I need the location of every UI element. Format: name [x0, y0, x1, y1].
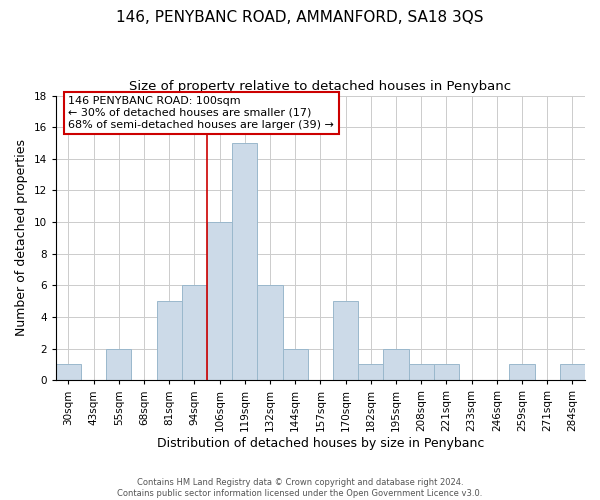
Title: Size of property relative to detached houses in Penybanc: Size of property relative to detached ho…: [130, 80, 511, 93]
Y-axis label: Number of detached properties: Number of detached properties: [15, 140, 28, 336]
Bar: [434, 364, 459, 380]
Text: Contains HM Land Registry data © Crown copyright and database right 2024.
Contai: Contains HM Land Registry data © Crown c…: [118, 478, 482, 498]
Bar: [106, 348, 131, 380]
Bar: [560, 364, 585, 380]
Bar: [257, 286, 283, 380]
Bar: [232, 143, 257, 380]
X-axis label: Distribution of detached houses by size in Penybanc: Distribution of detached houses by size …: [157, 437, 484, 450]
Bar: [283, 348, 308, 380]
Text: 146 PENYBANC ROAD: 100sqm
← 30% of detached houses are smaller (17)
68% of semi-: 146 PENYBANC ROAD: 100sqm ← 30% of detac…: [68, 96, 334, 130]
Bar: [157, 301, 182, 380]
Bar: [333, 301, 358, 380]
Bar: [383, 348, 409, 380]
Text: 146, PENYBANC ROAD, AMMANFORD, SA18 3QS: 146, PENYBANC ROAD, AMMANFORD, SA18 3QS: [116, 10, 484, 25]
Bar: [358, 364, 383, 380]
Bar: [207, 222, 232, 380]
Bar: [182, 286, 207, 380]
Bar: [56, 364, 81, 380]
Bar: [409, 364, 434, 380]
Bar: [509, 364, 535, 380]
